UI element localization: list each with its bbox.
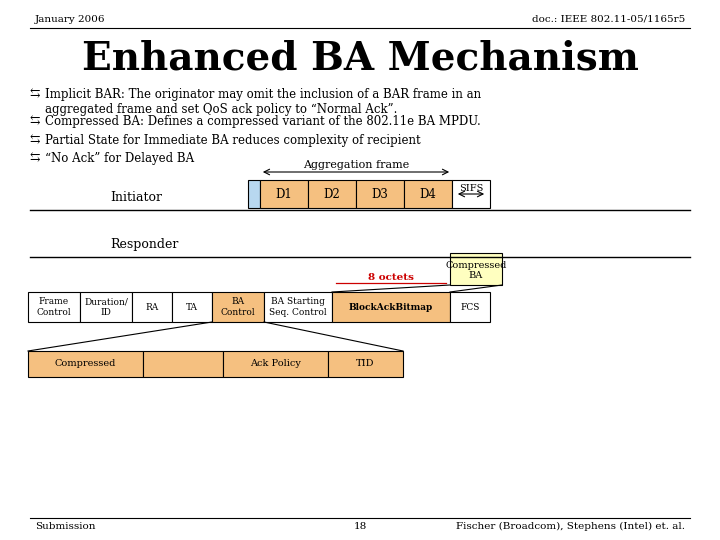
FancyBboxPatch shape — [248, 180, 260, 208]
Text: Compressed BA: Defines a compressed variant of the 802.11e BA MPDU.: Compressed BA: Defines a compressed vari… — [45, 115, 481, 128]
FancyBboxPatch shape — [212, 292, 264, 322]
Text: SIFS: SIFS — [459, 184, 483, 193]
Text: Compressed: Compressed — [445, 260, 507, 269]
Text: doc.: IEEE 802.11-05/1165r5: doc.: IEEE 802.11-05/1165r5 — [532, 15, 685, 24]
Text: Initiator: Initiator — [110, 191, 162, 204]
Text: TID: TID — [356, 360, 374, 368]
FancyBboxPatch shape — [172, 292, 212, 322]
Text: D4: D4 — [420, 187, 436, 200]
Text: 8 octets: 8 octets — [368, 273, 414, 282]
FancyBboxPatch shape — [28, 292, 80, 322]
Text: Implicit BAR: The originator may omit the inclusion of a BAR frame in an
aggrega: Implicit BAR: The originator may omit th… — [45, 88, 481, 116]
Text: FCS: FCS — [460, 302, 480, 312]
Text: BA Starting
Seq. Control: BA Starting Seq. Control — [269, 298, 327, 316]
Text: Enhanced BA Mechanism: Enhanced BA Mechanism — [81, 40, 639, 78]
Text: “No Ack” for Delayed BA: “No Ack” for Delayed BA — [45, 152, 194, 165]
FancyBboxPatch shape — [404, 180, 452, 208]
FancyBboxPatch shape — [308, 180, 356, 208]
FancyBboxPatch shape — [450, 253, 502, 285]
Text: D2: D2 — [323, 187, 341, 200]
FancyBboxPatch shape — [452, 180, 490, 208]
Text: RA: RA — [145, 302, 158, 312]
Text: BA: BA — [469, 271, 483, 280]
Text: D1: D1 — [276, 187, 292, 200]
Text: 18: 18 — [354, 522, 366, 531]
FancyBboxPatch shape — [356, 180, 404, 208]
Text: BlockAckBitmap: BlockAckBitmap — [349, 302, 433, 312]
Text: Frame
Control: Frame Control — [37, 298, 71, 316]
Text: BA
Control: BA Control — [221, 298, 256, 316]
FancyBboxPatch shape — [28, 351, 143, 377]
Text: ⇆: ⇆ — [30, 87, 40, 100]
Text: ⇆: ⇆ — [30, 114, 40, 127]
FancyBboxPatch shape — [260, 180, 308, 208]
Text: January 2006: January 2006 — [35, 15, 106, 24]
Text: Responder: Responder — [110, 238, 179, 251]
Text: ⇆: ⇆ — [30, 151, 40, 164]
FancyBboxPatch shape — [450, 292, 490, 322]
FancyBboxPatch shape — [132, 292, 172, 322]
FancyBboxPatch shape — [264, 292, 332, 322]
FancyBboxPatch shape — [143, 351, 223, 377]
FancyBboxPatch shape — [328, 351, 403, 377]
Text: Aggregation frame: Aggregation frame — [303, 160, 409, 170]
Text: D3: D3 — [372, 187, 388, 200]
Text: ⇆: ⇆ — [30, 133, 40, 146]
FancyBboxPatch shape — [80, 292, 132, 322]
Text: Ack Policy: Ack Policy — [250, 360, 301, 368]
Text: Fischer (Broadcom), Stephens (Intel) et. al.: Fischer (Broadcom), Stephens (Intel) et.… — [456, 522, 685, 531]
Text: Partial State for Immediate BA reduces complexity of recipient: Partial State for Immediate BA reduces c… — [45, 134, 420, 147]
Text: Duration/
ID: Duration/ ID — [84, 298, 128, 316]
Text: Submission: Submission — [35, 522, 96, 531]
Text: TA: TA — [186, 302, 198, 312]
FancyBboxPatch shape — [223, 351, 328, 377]
Text: Compressed: Compressed — [55, 360, 116, 368]
FancyBboxPatch shape — [332, 292, 450, 322]
